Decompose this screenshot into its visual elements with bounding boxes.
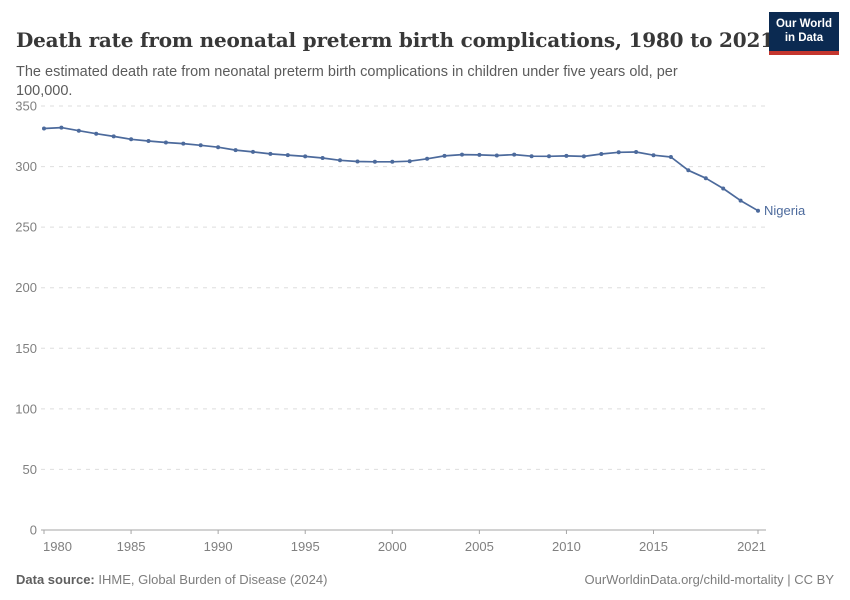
data-point-2001 [407, 159, 412, 164]
data-point-2004 [460, 152, 464, 157]
data-point-1988 [181, 141, 186, 146]
y-tick-label-0: 0 [30, 523, 37, 538]
y-tick-label-250: 250 [15, 220, 37, 235]
credit-link[interactable]: OurWorldinData.org/child-mortality | CC … [584, 572, 835, 587]
data-point-2009 [547, 154, 551, 159]
data-point-2012 [599, 152, 604, 156]
data-point-2010 [564, 153, 569, 158]
series-nigeria: Nigeria [42, 125, 806, 218]
y-tick-label-200: 200 [15, 280, 37, 295]
data-point-1989 [198, 143, 203, 148]
data-point-1996 [320, 156, 325, 160]
y-axis-labels: 0 50 100 150 200 250 300 350 [15, 99, 37, 538]
data-point-1982 [76, 128, 81, 133]
data-point-1994 [285, 153, 290, 158]
data-point-1984 [111, 134, 116, 139]
data-point-1986 [146, 139, 151, 143]
data-point-2015 [651, 153, 656, 158]
data-point-2016 [668, 155, 673, 159]
x-axis: 1980 1985 1990 1995 2000 2005 2010 2015 2021 [41, 529, 766, 554]
data-point-2007 [512, 152, 517, 157]
data-point-1981 [59, 125, 64, 130]
data-point-2003 [442, 153, 447, 158]
gridlines [41, 105, 766, 470]
x-tick-label-1980: 1980 [43, 539, 72, 554]
x-tick-label-1995: 1995 [291, 539, 320, 554]
y-tick-label-100: 100 [15, 401, 37, 416]
data-line [43, 126, 759, 212]
x-tick-label-2005: 2005 [465, 539, 494, 554]
page-title: Death rate from neonatal preterm birth c… [16, 28, 774, 53]
owid-logo-line1: Our World [775, 18, 832, 30]
x-tick-label-2015: 2015 [639, 539, 668, 554]
y-tick-label-350: 350 [15, 99, 37, 114]
y-tick-label-300: 300 [15, 159, 37, 174]
x-tick-label-2021: 2021 [737, 539, 766, 554]
data-point-2017 [686, 168, 691, 173]
data-source-label: Data source: [16, 572, 95, 587]
data-point-1991 [233, 148, 238, 153]
data-source: Data source: IHME, Global Burden of Dise… [16, 572, 327, 587]
data-point-1987 [163, 140, 168, 145]
y-tick-label-50: 50 [23, 462, 37, 477]
data-point-1985 [129, 137, 134, 142]
data-point-1999 [372, 159, 377, 164]
data-point-1990 [216, 145, 221, 150]
data-point-1993 [268, 151, 273, 156]
data-point-2002 [425, 156, 430, 161]
data-point-1995 [303, 154, 308, 159]
data-point-2005 [477, 152, 482, 157]
chart-footer: Data source: IHME, Global Burden of Dise… [16, 572, 834, 587]
data-point-1983 [94, 131, 99, 136]
data-point-2013 [616, 150, 621, 155]
x-tick-label-1990: 1990 [204, 539, 233, 554]
data-point-1992 [251, 149, 255, 154]
data-point-2021 [756, 208, 760, 213]
data-point-2011 [581, 154, 586, 159]
chart-subtitle: The estimated death rate from neonatal p… [16, 63, 678, 99]
data-point-1997 [338, 158, 342, 163]
data-point-2020 [738, 198, 743, 203]
x-tick-label-1985: 1985 [117, 539, 146, 554]
data-source-text: IHME, Global Burden of Disease (2024) [94, 572, 328, 587]
y-tick-label-150: 150 [15, 341, 37, 356]
x-tick-label-2000: 2000 [378, 539, 407, 554]
x-tick-label-2010: 2010 [552, 539, 581, 554]
data-point-2006 [494, 153, 499, 158]
owid-logo[interactable]: Our World in Data [768, 12, 839, 55]
data-point-2000 [390, 159, 395, 164]
data-point-1980 [42, 126, 46, 131]
data-point-2008 [529, 154, 534, 159]
data-point-2019 [721, 186, 726, 191]
data-point-2018 [703, 176, 708, 181]
series-end-label: Nigeria [764, 203, 806, 218]
owid-logo-line2: in Data [784, 31, 824, 44]
data-point-2014 [634, 150, 639, 154]
data-point-1998 [355, 159, 360, 164]
